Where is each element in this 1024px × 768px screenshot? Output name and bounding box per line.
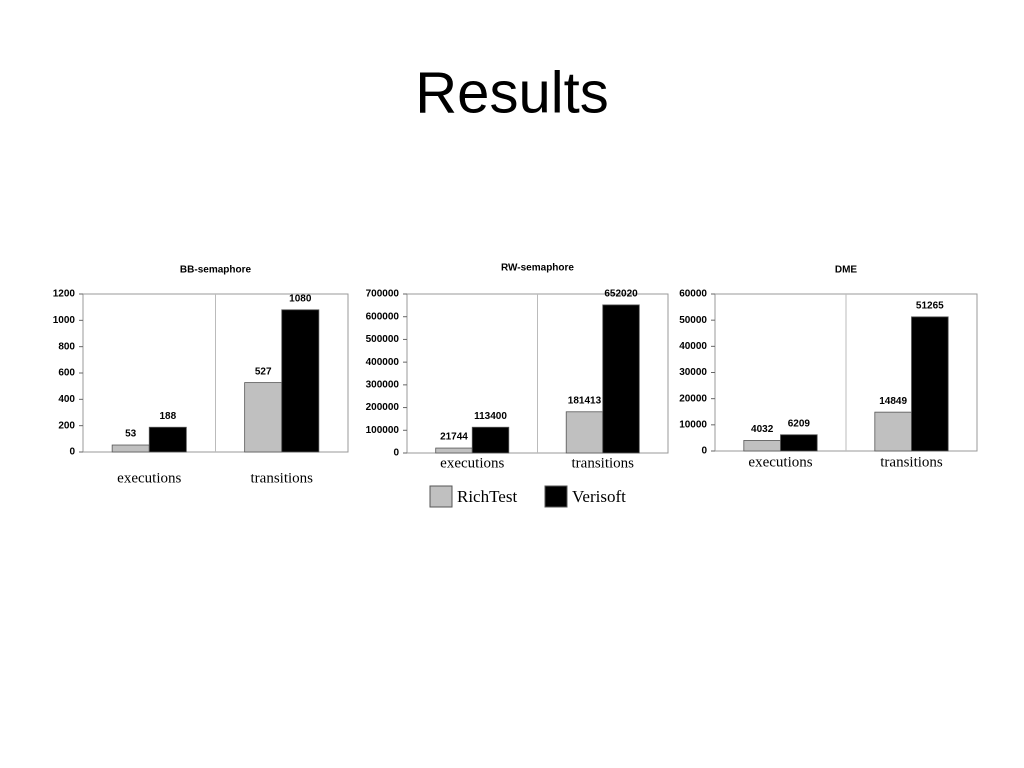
value-label: 1080 [289,293,312,304]
value-label: 6209 [788,418,811,429]
value-label: 4032 [751,424,774,435]
bar [911,316,949,452]
x-tick-label: transitions [251,470,314,486]
y-tick-label: 100000 [366,425,400,436]
y-tick-label: 400 [58,394,75,405]
x-tick-label: transitions [572,455,635,471]
legend-label: RichTest [457,487,517,506]
y-tick-label: 600000 [366,311,400,322]
y-tick-label: 10000 [679,419,707,430]
y-tick-label: 300000 [366,379,400,390]
legend-label: Verisoft [572,487,626,506]
value-label: 51265 [916,300,944,311]
bar [148,426,187,453]
y-tick-label: 200 [58,420,75,431]
bar [471,426,510,454]
chart-title: BB-semaphore [180,265,252,276]
chart-title: RW-semaphore [501,263,574,274]
y-tick-label: 20000 [679,393,707,404]
y-tick-label: 40000 [679,341,707,352]
y-tick-label: 600 [58,368,75,379]
value-label: 53 [125,429,137,440]
slide-title: Results [415,60,608,125]
y-tick-label: 0 [393,448,399,459]
bar [435,447,473,454]
chart-title: DME [835,265,858,276]
bar [874,411,912,452]
value-label: 181413 [568,395,602,406]
y-tick-label: 700000 [366,289,400,300]
bar [743,440,781,452]
y-tick-label: 500000 [366,334,400,345]
y-tick-label: 1200 [53,289,76,300]
legend-swatch [429,485,453,508]
y-tick-label: 0 [69,447,75,458]
value-label: 113400 [474,411,507,422]
y-tick-label: 0 [701,446,707,457]
value-label: 188 [159,411,176,422]
value-label: 21744 [440,432,468,443]
bar [780,434,818,452]
bar [281,309,320,453]
y-tick-label: 800 [58,341,75,352]
y-tick-label: 1000 [53,315,76,326]
y-tick-label: 200000 [366,402,400,413]
x-tick-label: executions [117,470,181,486]
x-tick-label: executions [748,454,812,470]
y-tick-label: 50000 [679,315,707,326]
value-label: 527 [255,366,272,377]
bar [565,411,604,454]
value-label: 14849 [879,396,907,407]
bar [602,304,640,454]
legend-swatch [544,485,568,508]
bar [111,444,150,453]
x-tick-label: executions [440,455,504,471]
y-tick-label: 30000 [679,367,707,378]
x-tick-label: transitions [880,454,943,470]
y-tick-label: 400000 [366,357,400,368]
bar [244,382,283,453]
y-tick-label: 60000 [679,289,707,300]
value-label: 652020 [604,289,638,300]
